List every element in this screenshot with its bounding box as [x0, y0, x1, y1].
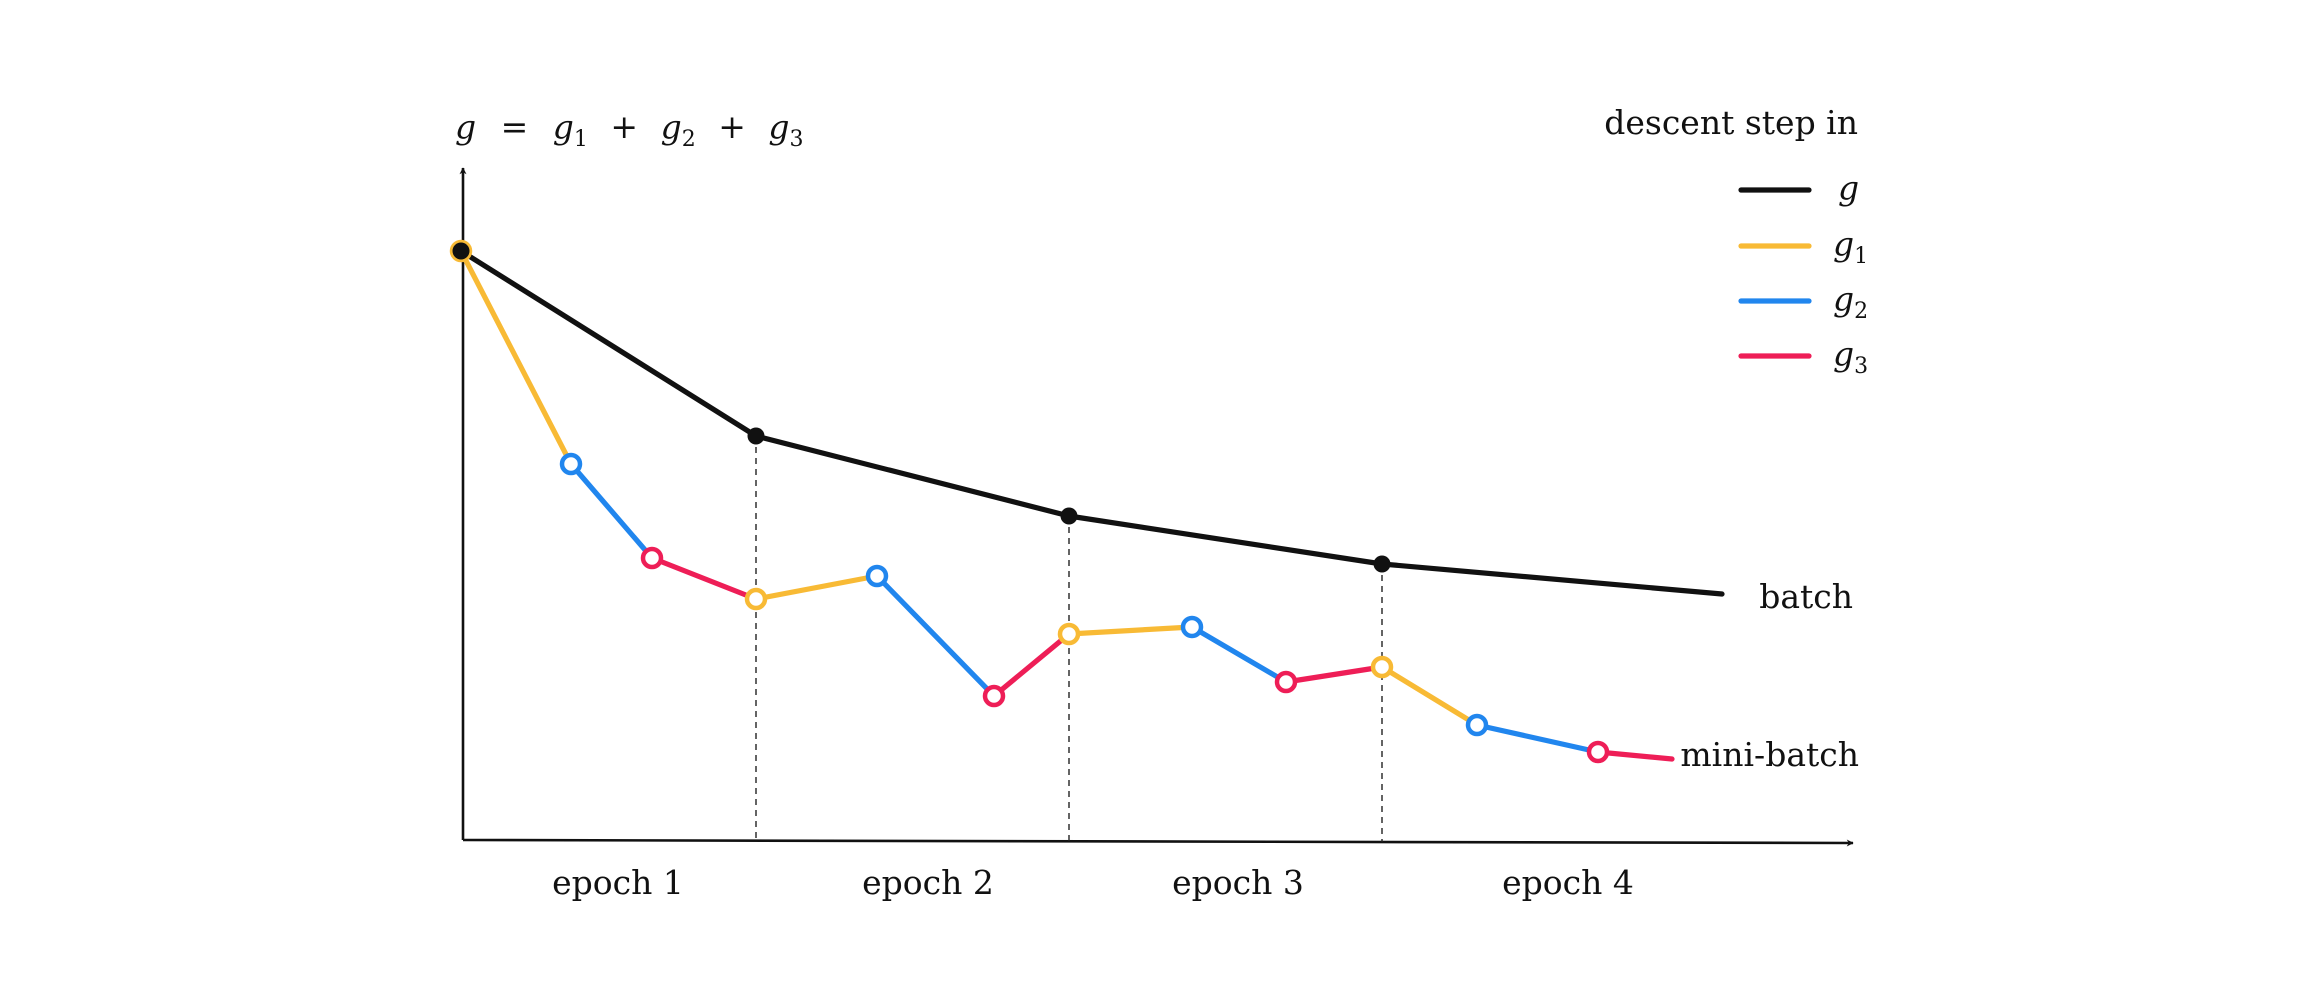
- legend-var-g: g: [1838, 168, 1859, 207]
- legend-label-g3: g3: [1833, 334, 1868, 379]
- legend-title: descent step in: [1604, 103, 1858, 142]
- legend-sub-g1: 1: [1854, 244, 1868, 269]
- minibatch-segment-g3: [1283, 664, 1385, 685]
- epoch-label-1: epoch 1: [552, 863, 684, 902]
- legend-label-g1: g1: [1833, 224, 1868, 269]
- formula-title: g = g1 + g2 + g3: [455, 107, 803, 154]
- batch-curve: [458, 248, 1725, 597]
- formula-term-2: g: [661, 107, 682, 146]
- minibatch-point-g1: [1057, 622, 1081, 646]
- minibatch-segment-g1: [1066, 624, 1195, 637]
- minibatch-point-g3: [1274, 670, 1298, 694]
- batch-point: [452, 242, 470, 260]
- legend-label-g: g: [1838, 168, 1859, 207]
- x-axis: [462, 838, 1854, 847]
- minibatch-point-g3: [1586, 740, 1610, 764]
- minibatch-point-g2: [559, 452, 583, 476]
- minibatch-markers: [449, 239, 1610, 764]
- minibatch-label: mini-batch: [1680, 735, 1859, 774]
- batch-point: [1373, 555, 1391, 573]
- legend-sub-g3: 3: [1854, 354, 1868, 379]
- minibatch-segment-g3: [991, 631, 1072, 699]
- legend: descent step in g g1 g2 g3: [1604, 103, 1868, 379]
- minibatch-point-g2: [865, 564, 889, 588]
- formula-plus-2: +: [718, 107, 746, 146]
- minibatch-segment-g1: [753, 573, 880, 602]
- batch-markers: [452, 242, 1391, 573]
- formula-term-1: g: [553, 107, 574, 146]
- formula-equals: =: [501, 107, 529, 146]
- formula-term-2-sub: 2: [682, 127, 696, 152]
- legend-var-g2: g: [1833, 279, 1854, 318]
- minibatch-curve: [458, 248, 1675, 762]
- legend-label-g2: g2: [1833, 279, 1868, 324]
- epoch-label-4: epoch 4: [1502, 863, 1634, 902]
- epoch-label-3: epoch 3: [1172, 863, 1304, 902]
- batch-point: [747, 427, 765, 445]
- minibatch-segment-g2: [1474, 722, 1601, 755]
- minibatch-segment-g3: [1595, 749, 1675, 762]
- minibatch-point-g3: [982, 684, 1006, 708]
- minibatch-segment-g3: [649, 555, 759, 602]
- epoch-label-2: epoch 2: [862, 863, 994, 902]
- minibatch-point-g1: [744, 587, 768, 611]
- legend-var-g3: g: [1833, 334, 1854, 373]
- minibatch-point-g2: [1180, 615, 1204, 639]
- formula-term-3: g: [768, 107, 789, 146]
- legend-var-g1: g: [1833, 224, 1854, 263]
- formula-term-1-sub: 1: [574, 127, 588, 152]
- batch-point: [1060, 507, 1078, 525]
- formula-plus-1: +: [610, 107, 638, 146]
- minibatch-segment-g2: [874, 573, 997, 699]
- minibatch-point-g2: [1465, 713, 1489, 737]
- minibatch-segment-g2: [1189, 624, 1289, 685]
- legend-sub-g2: 2: [1854, 299, 1868, 324]
- minibatch-point-g3: [640, 546, 664, 570]
- minibatch-segment-g2: [568, 461, 655, 561]
- minibatch-segment-g1: [1379, 664, 1480, 728]
- minibatch-segment-g1: [458, 248, 574, 467]
- formula-lhs: g: [455, 107, 476, 146]
- batch-label: batch: [1759, 577, 1853, 616]
- minibatch-point-g1: [1370, 655, 1394, 679]
- formula-term-3-sub: 3: [789, 127, 803, 152]
